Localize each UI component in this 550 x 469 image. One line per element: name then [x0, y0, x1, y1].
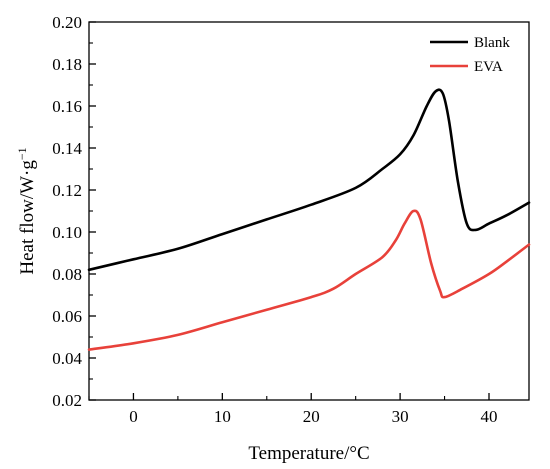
y-axis-title-main: Heat flow/W·g — [17, 160, 38, 275]
x-tick-label: 40 — [481, 407, 498, 426]
y-tick-label: 0.04 — [52, 349, 82, 368]
axis-tick-labels: 0 10 20 30 40 0.02 0.04 0.06 0.08 0.10 0.12 0.14 0.1… — [52, 13, 497, 426]
y-tick-label: 0.10 — [52, 223, 82, 242]
y-tick-label: 0.06 — [52, 307, 82, 326]
series-line-eva — [87, 209, 531, 351]
x-tick-label: 30 — [392, 407, 409, 426]
y-axis-title: Heat flow/W·g−1 — [15, 147, 38, 274]
y-tick-label: 0.02 — [52, 391, 82, 410]
axis-ticks — [88, 21, 490, 401]
x-tick-label: 20 — [303, 407, 320, 426]
legend-label-blank: Blank — [474, 35, 510, 51]
y-tick-label: 0.18 — [52, 55, 82, 74]
y-tick-label: 0.20 — [52, 13, 82, 32]
series-line-blank — [87, 88, 531, 272]
y-tick-label: 0.16 — [52, 97, 82, 116]
x-axis-title: Temperature/°C — [248, 443, 369, 464]
series-lines — [87, 88, 531, 351]
legend: Blank EVA — [430, 35, 510, 75]
y-tick-label: 0.12 — [52, 181, 82, 200]
y-tick-label: 0.14 — [52, 139, 82, 158]
x-tick-label: 0 — [129, 407, 138, 426]
x-tick-label: 10 — [214, 407, 231, 426]
legend-label-eva: EVA — [474, 59, 503, 75]
y-tick-label: 0.08 — [52, 265, 82, 284]
y-axis-title-group: Heat flow/W·g−1 — [15, 147, 38, 274]
y-axis-title-superscript: −1 — [15, 147, 29, 160]
